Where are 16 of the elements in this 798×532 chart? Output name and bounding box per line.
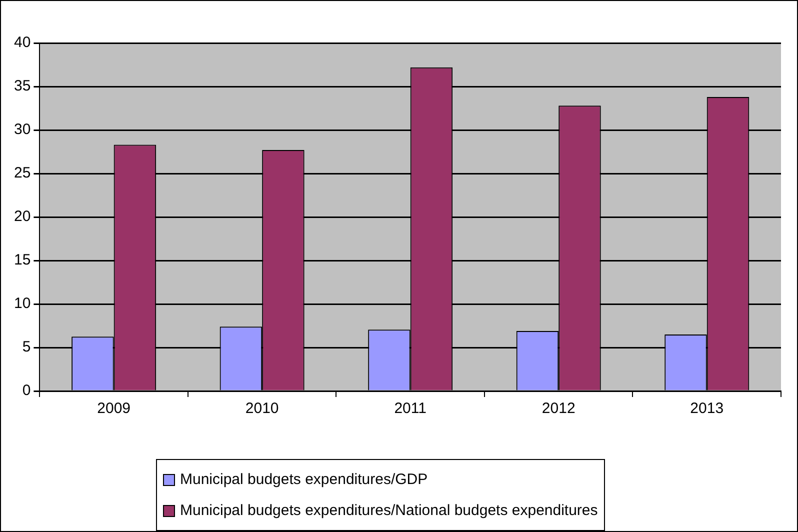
legend-label: Municipal budgets expenditures/National budgets expenditures bbox=[180, 502, 598, 519]
x-tick-label: 2009 bbox=[97, 400, 131, 418]
y-tick-label: 25 bbox=[14, 164, 31, 182]
y-tick-label: 15 bbox=[14, 252, 31, 269]
y-tick-label: 0 bbox=[22, 382, 31, 400]
x-tick-label: 2013 bbox=[690, 400, 724, 418]
y-tick-label: 30 bbox=[14, 121, 31, 138]
y-tick-label: 10 bbox=[14, 295, 31, 312]
y-tick-label: 35 bbox=[14, 78, 31, 95]
x-tick-label: 2011 bbox=[394, 400, 426, 418]
y-tick-label: 40 bbox=[14, 34, 31, 52]
legend-label: Municipal budgets expenditures/GDP bbox=[180, 471, 428, 488]
x-tick-label: 2012 bbox=[542, 400, 576, 418]
x-tick-label: 2010 bbox=[245, 400, 279, 418]
y-tick-label: 5 bbox=[22, 338, 31, 356]
y-tick-label: 20 bbox=[14, 208, 31, 226]
